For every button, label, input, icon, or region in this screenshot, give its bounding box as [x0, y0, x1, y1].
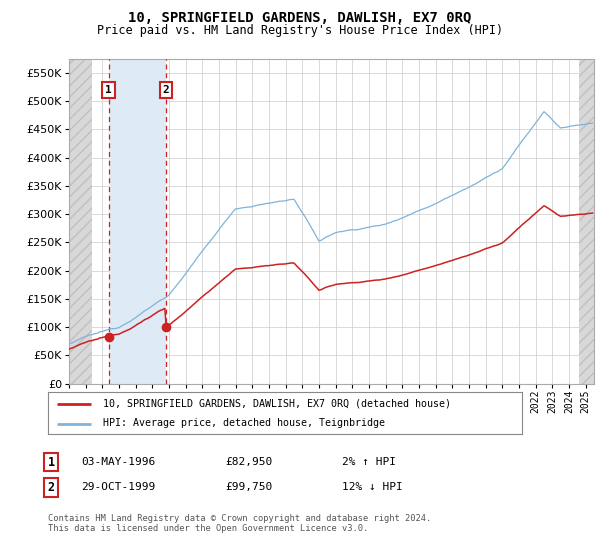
- Text: Contains HM Land Registry data © Crown copyright and database right 2024.
This d: Contains HM Land Registry data © Crown c…: [48, 514, 431, 534]
- Text: 10, SPRINGFIELD GARDENS, DAWLISH, EX7 0RQ (detached house): 10, SPRINGFIELD GARDENS, DAWLISH, EX7 0R…: [103, 399, 451, 409]
- Text: 2: 2: [47, 480, 55, 494]
- Text: 03-MAY-1996: 03-MAY-1996: [81, 457, 155, 467]
- Bar: [109, 59, 166, 384]
- Text: 12% ↓ HPI: 12% ↓ HPI: [342, 482, 403, 492]
- Text: 1: 1: [105, 85, 112, 95]
- Text: £99,750: £99,750: [225, 482, 272, 492]
- Text: Price paid vs. HM Land Registry's House Price Index (HPI): Price paid vs. HM Land Registry's House …: [97, 24, 503, 36]
- Bar: [579, 59, 594, 384]
- Bar: [69, 59, 92, 384]
- Text: 2: 2: [163, 85, 170, 95]
- Text: 1: 1: [47, 455, 55, 469]
- Text: 2% ↑ HPI: 2% ↑ HPI: [342, 457, 396, 467]
- Text: 10, SPRINGFIELD GARDENS, DAWLISH, EX7 0RQ: 10, SPRINGFIELD GARDENS, DAWLISH, EX7 0R…: [128, 11, 472, 25]
- Text: £82,950: £82,950: [225, 457, 272, 467]
- Text: HPI: Average price, detached house, Teignbridge: HPI: Average price, detached house, Teig…: [103, 418, 385, 428]
- Text: 29-OCT-1999: 29-OCT-1999: [81, 482, 155, 492]
